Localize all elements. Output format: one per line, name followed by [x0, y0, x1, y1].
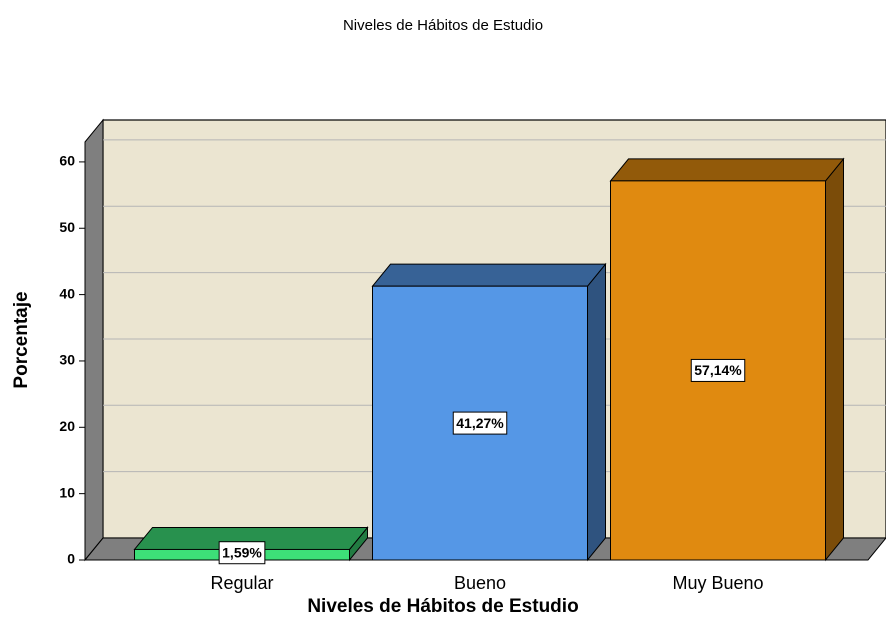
y-tick-label: 30 [59, 352, 75, 368]
bar-top [371, 263, 607, 287]
chart-title: Niveles de Hábitos de Estudio [343, 17, 543, 34]
y-tick-label: 50 [59, 219, 75, 235]
y-axis-label: Porcentaje [11, 291, 32, 388]
side-wall [84, 118, 104, 562]
y-tick-label: 60 [59, 153, 75, 169]
y-tick-label: 40 [59, 285, 75, 301]
y-tick-label: 0 [67, 551, 75, 567]
value-label-box [218, 541, 266, 565]
y-tick-label: 10 [59, 484, 75, 500]
x-axis-label: Niveles de Hábitos de Estudio [307, 596, 578, 617]
y-tick-label: 20 [59, 418, 75, 434]
value-label-box [690, 358, 746, 382]
value-label: 41,27% [456, 415, 504, 431]
value-label-box [452, 411, 508, 435]
x-tick-label: Bueno [454, 573, 506, 593]
x-tick-label: Regular [210, 573, 273, 593]
value-label: 57,14% [694, 362, 742, 378]
bar-side [825, 157, 844, 562]
x-tick-label: Muy Bueno [672, 573, 763, 593]
value-label: 1,59% [222, 544, 262, 560]
bar-top [609, 158, 845, 182]
bar-side [587, 262, 606, 562]
